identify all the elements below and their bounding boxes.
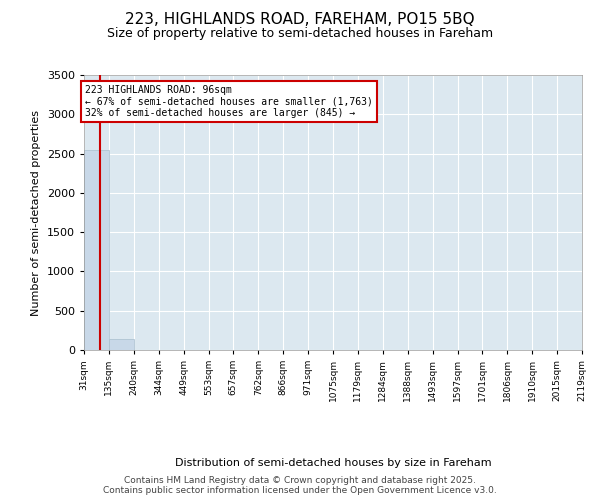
Text: 223 HIGHLANDS ROAD: 96sqm
← 67% of semi-detached houses are smaller (1,763)
32% : 223 HIGHLANDS ROAD: 96sqm ← 67% of semi-… bbox=[85, 84, 373, 118]
Y-axis label: Number of semi-detached properties: Number of semi-detached properties bbox=[31, 110, 41, 316]
Bar bbox=[84, 150, 109, 350]
Bar bbox=[109, 340, 134, 350]
Text: 223, HIGHLANDS ROAD, FAREHAM, PO15 5BQ: 223, HIGHLANDS ROAD, FAREHAM, PO15 5BQ bbox=[125, 12, 475, 28]
Text: Size of property relative to semi-detached houses in Fareham: Size of property relative to semi-detach… bbox=[107, 28, 493, 40]
Text: Distribution of semi-detached houses by size in Fareham: Distribution of semi-detached houses by … bbox=[175, 458, 491, 468]
Text: Contains HM Land Registry data © Crown copyright and database right 2025.
Contai: Contains HM Land Registry data © Crown c… bbox=[103, 476, 497, 495]
